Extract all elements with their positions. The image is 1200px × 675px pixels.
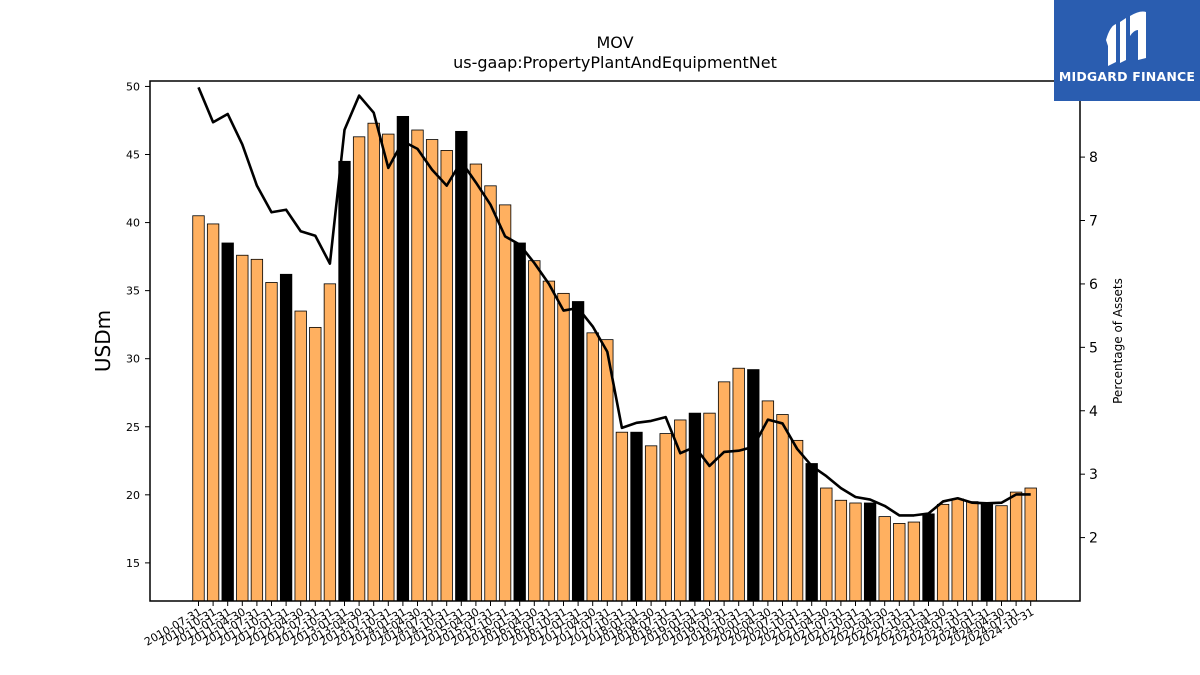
y-tick-label: 15: [126, 557, 140, 570]
bar: [367, 122, 380, 602]
bar: [440, 150, 453, 602]
bar: [966, 501, 979, 602]
bar: [411, 129, 424, 602]
y-tick-label: 20: [126, 489, 140, 502]
bar: [528, 260, 541, 602]
bar: [834, 499, 848, 602]
chart-subtitle: us-gaap:PropertyPlantAndEquipmentNet: [453, 53, 777, 72]
bar: [192, 215, 205, 602]
bar: [761, 400, 775, 602]
bar: [396, 115, 410, 602]
bar: [455, 130, 468, 602]
bar: [352, 136, 366, 602]
bar: [236, 254, 249, 602]
bar: [571, 301, 585, 602]
midgard-finance-logo: MIDGARD FINANCE: [1054, 0, 1200, 101]
y2-tick-label: 3: [1089, 467, 1098, 483]
bar: [484, 185, 497, 602]
y2-tick-label: 7: [1089, 214, 1098, 230]
bar: [206, 223, 220, 602]
y-tick-label: 35: [126, 285, 140, 298]
bar: [1024, 487, 1037, 602]
bar: [615, 431, 629, 602]
bar: [922, 513, 935, 602]
bar: [586, 332, 599, 602]
y2-tick-label: 4: [1089, 404, 1098, 420]
bar: [265, 282, 278, 602]
line-series: [197, 86, 1031, 517]
bar: [250, 258, 264, 602]
chart-title: MOV: [596, 33, 633, 52]
midgard-logo-icon: [1106, 11, 1146, 66]
bar: [893, 523, 906, 602]
y-tick-label: 50: [126, 80, 140, 93]
y-tick-label: 45: [126, 149, 140, 162]
bar: [688, 412, 702, 602]
y2-tick-label: 5: [1089, 340, 1098, 356]
bar: [790, 439, 804, 602]
y-axis-left: 15 20 25 30 35 40 45 50: [126, 80, 150, 570]
plot-frame: [149, 80, 1081, 602]
x-axis: 2010-07-312010-10-312011-01-312011-04-30…: [142, 601, 1036, 649]
bar: [747, 369, 760, 602]
bar: [907, 521, 921, 602]
percentage-line: [197, 86, 1031, 517]
y2-axis-label: Percentage of Assets: [1111, 278, 1125, 404]
bar: [732, 367, 745, 602]
bar: [221, 242, 234, 602]
bar: [951, 498, 964, 602]
bar: [513, 242, 526, 602]
bar: [820, 487, 833, 602]
bar: [294, 310, 307, 602]
bar: [1009, 491, 1023, 602]
y2-tick-label: 2: [1089, 531, 1098, 547]
bar: [542, 280, 556, 602]
bar: [425, 139, 439, 602]
y-tick-label: 30: [126, 353, 140, 366]
bar: [309, 326, 322, 602]
bar-series: [192, 115, 1037, 602]
bar: [878, 516, 891, 602]
bar: [323, 283, 337, 602]
bar: [630, 431, 643, 602]
y-axis-right: 23456789: [1080, 87, 1098, 547]
bar: [469, 163, 483, 602]
y-tick-label: 25: [126, 421, 140, 434]
bar: [279, 273, 293, 602]
bar: [776, 414, 789, 602]
bar: [980, 502, 994, 602]
bar: [557, 292, 570, 602]
bar: [338, 160, 351, 602]
logo-text: MIDGARD FINANCE: [1058, 69, 1196, 84]
y2-tick-label: 8: [1089, 150, 1098, 166]
bar: [703, 412, 716, 602]
y-tick-label: 40: [126, 217, 140, 230]
y2-tick-label: 6: [1089, 277, 1098, 293]
bar: [849, 502, 862, 602]
bar: [382, 133, 395, 602]
bar: [805, 463, 818, 602]
bar: [674, 419, 687, 602]
bar: [659, 433, 672, 602]
bar: [936, 503, 950, 602]
bar: [995, 505, 1008, 602]
bar: [717, 381, 731, 602]
bar: [498, 204, 512, 602]
bar: [863, 502, 877, 602]
bar: [644, 445, 658, 602]
y-axis-label: USDm: [91, 310, 115, 372]
